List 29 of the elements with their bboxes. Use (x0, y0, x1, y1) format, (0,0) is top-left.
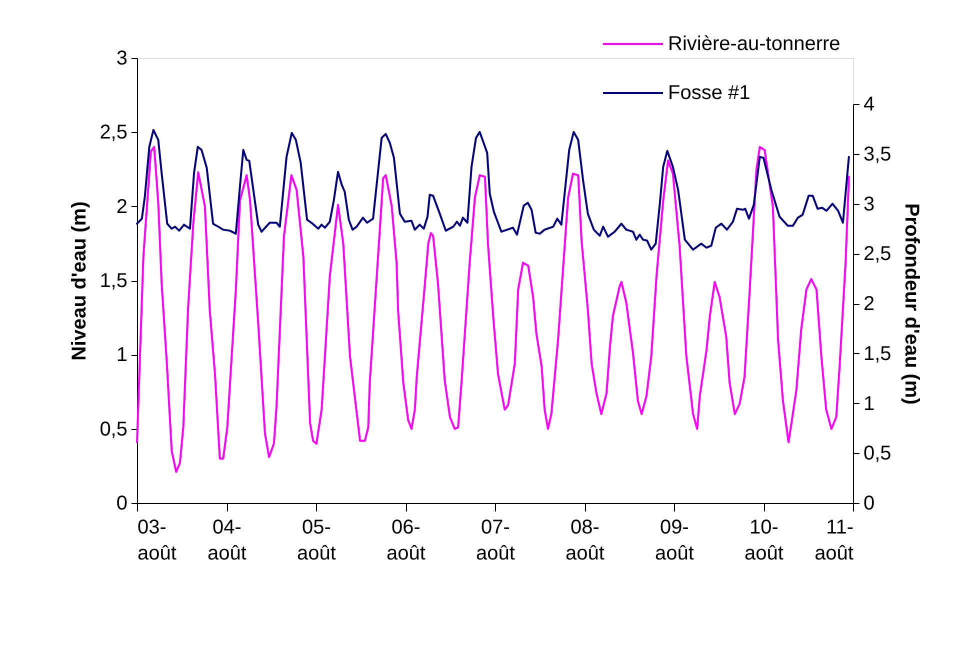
x-tick-label: 10-août (744, 516, 784, 564)
y2-tick-label: 1 (864, 392, 875, 415)
y2-tick-label: 3,5 (864, 143, 892, 166)
x-tick-label: 05-août (297, 516, 336, 564)
legend-label: Rivière-au-tonnerre (668, 33, 840, 55)
y-tick-label: 0,5 (100, 418, 128, 440)
x-tick-label: 09-août (655, 516, 694, 564)
x-tick-label: 03-août (138, 516, 177, 564)
y2-axis-title: Profondeur d'eau (m) (900, 203, 922, 405)
y2-tick-label: 0 (864, 492, 875, 514)
y2-tick-label: 2 (864, 293, 875, 315)
x-tick-label: 07-août (476, 516, 516, 564)
y-tick-label: 2 (116, 196, 128, 218)
y-tick-label: 0 (116, 492, 128, 514)
y2-tick-label: 4 (864, 94, 875, 116)
y-tick-label: 1 (116, 344, 128, 366)
y-axis-title: Niveau d'eau (m) (68, 201, 91, 361)
x-tick-label: 06-août (386, 516, 426, 564)
y-tick-label: 1,5 (100, 270, 128, 292)
y2-tick-label: 3 (864, 193, 875, 216)
y-tick-label: 2,5 (100, 122, 128, 144)
y-tick-label: 3 (116, 48, 128, 70)
x-tick-label: 08-août (566, 516, 605, 564)
y2-tick-label: 2,5 (864, 243, 892, 266)
x-tick-label: 11-août (814, 516, 854, 564)
x-tick-label: 04-août (208, 516, 247, 564)
legend-label: Fosse #1 (668, 82, 750, 104)
y2-tick-label: 1,5 (864, 342, 892, 365)
y2-tick-label: 0,5 (864, 442, 892, 465)
